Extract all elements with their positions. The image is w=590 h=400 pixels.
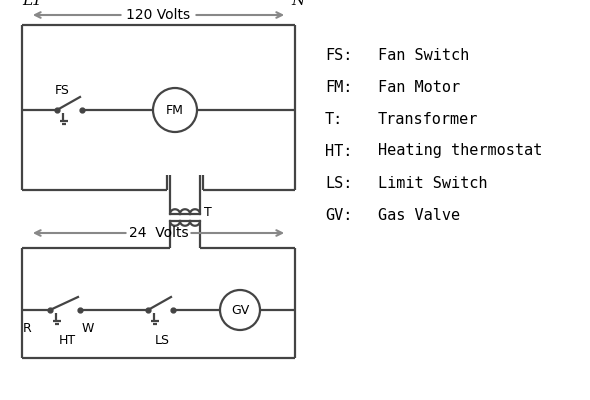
Text: Fan Switch: Fan Switch bbox=[378, 48, 469, 62]
Text: FS:: FS: bbox=[325, 48, 352, 62]
Text: T: T bbox=[204, 206, 212, 218]
Text: T:: T: bbox=[325, 112, 343, 126]
Text: FM:: FM: bbox=[325, 80, 352, 94]
Text: W: W bbox=[82, 322, 94, 335]
Text: HT: HT bbox=[58, 334, 76, 347]
Text: N: N bbox=[291, 0, 304, 8]
Text: 120 Volts: 120 Volts bbox=[126, 8, 191, 22]
Text: Gas Valve: Gas Valve bbox=[378, 208, 460, 222]
Text: R: R bbox=[23, 322, 32, 335]
Text: LS:: LS: bbox=[325, 176, 352, 190]
Text: Limit Switch: Limit Switch bbox=[378, 176, 487, 190]
Text: GV:: GV: bbox=[325, 208, 352, 222]
Text: 24  Volts: 24 Volts bbox=[129, 226, 188, 240]
Text: LS: LS bbox=[155, 334, 170, 347]
Text: GV: GV bbox=[231, 304, 249, 316]
Text: FM: FM bbox=[166, 104, 184, 116]
Text: HT:: HT: bbox=[325, 144, 352, 158]
Text: Heating thermostat: Heating thermostat bbox=[378, 144, 542, 158]
Text: L1: L1 bbox=[22, 0, 42, 8]
Text: Transformer: Transformer bbox=[378, 112, 478, 126]
Text: FS: FS bbox=[55, 84, 70, 97]
Text: Fan Motor: Fan Motor bbox=[378, 80, 460, 94]
